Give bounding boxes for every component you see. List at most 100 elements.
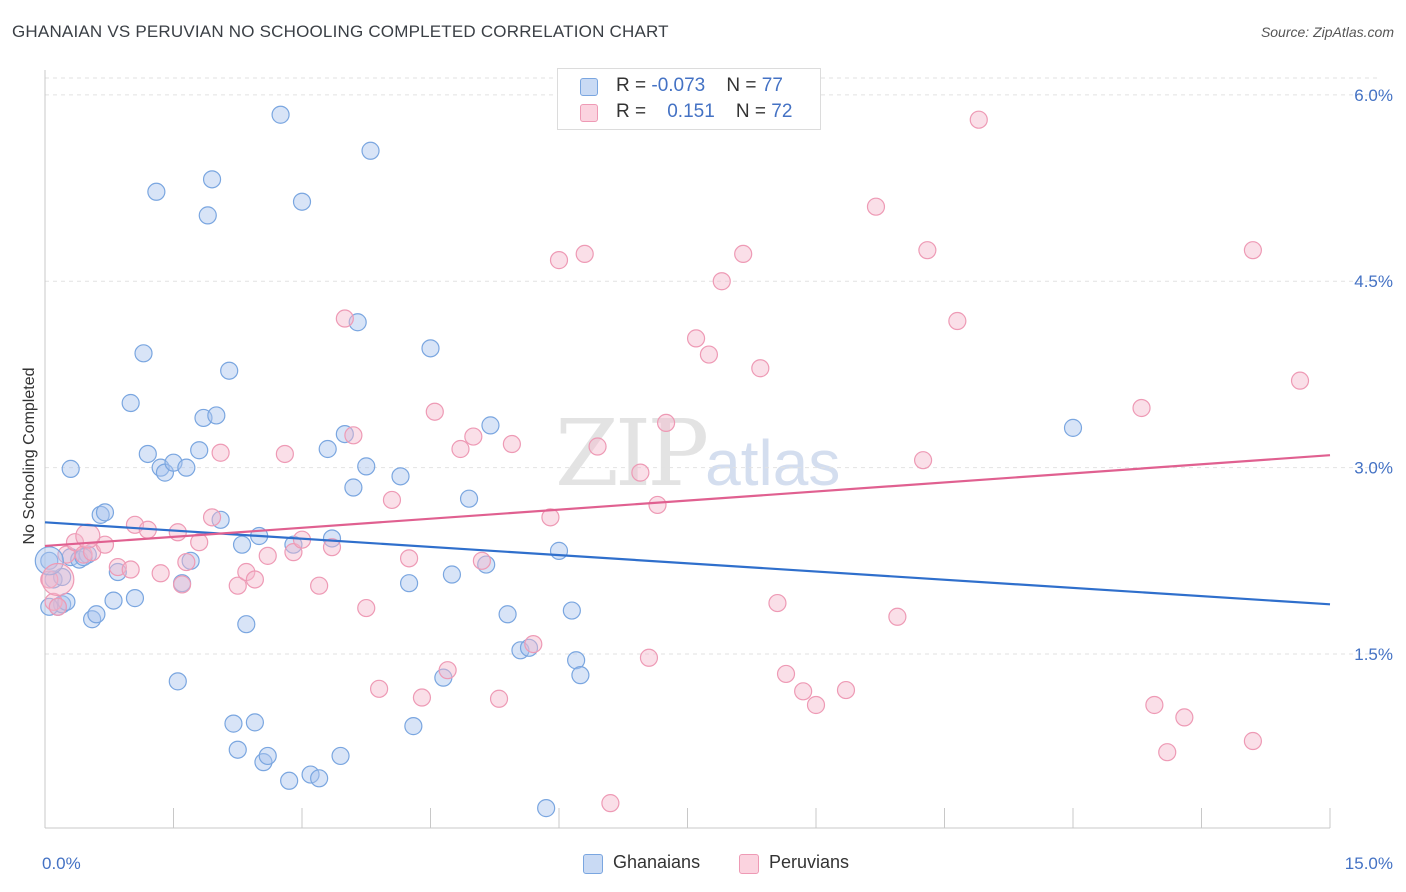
point-ghanaians	[228, 740, 247, 759]
point-peruvians	[370, 679, 389, 698]
point-peruvians	[656, 413, 676, 433]
point-peruvians	[190, 533, 209, 552]
point-ghanaians	[121, 393, 140, 413]
point-ghanaians	[271, 105, 290, 124]
point-peruvians	[489, 689, 509, 708]
point-peruvians	[1158, 743, 1177, 762]
axes	[44, 70, 1331, 829]
legend-swatch-peruvians	[580, 104, 598, 122]
point-peruvians	[969, 110, 988, 129]
point-peruvians	[776, 664, 796, 684]
trend-lines	[44, 454, 1331, 606]
point-ghanaians	[399, 574, 419, 593]
point-peruvians	[464, 427, 483, 446]
point-peruvians	[631, 463, 650, 482]
point-ghanaians	[331, 746, 350, 766]
point-ghanaians	[147, 182, 166, 201]
chart-title: GHANAIAN VS PERUVIAN NO SCHOOLING COMPLE…	[12, 22, 669, 41]
point-ghanaians	[125, 589, 145, 608]
point-ghanaians	[284, 535, 303, 554]
point-ghanaians	[404, 717, 423, 736]
point-peruvians	[412, 688, 432, 707]
point-peruvians	[918, 241, 937, 260]
y-tick-label: 3.0%	[1354, 459, 1393, 478]
point-cluster-ghanaians	[34, 546, 64, 576]
point-peruvians	[794, 682, 813, 701]
point-ghanaians	[190, 441, 209, 460]
point-peruvians	[601, 794, 620, 813]
point-ghanaians	[562, 601, 581, 620]
legend-n-label: N =	[735, 101, 772, 122]
point-peruvians	[648, 495, 667, 515]
point-ghanaians	[421, 339, 440, 358]
y-tick-label: 6.0%	[1354, 86, 1393, 105]
point-ghanaians	[220, 361, 239, 380]
legend-n-value: 72	[771, 101, 793, 122]
bottom-legend-label-peruvians: Peruvians	[769, 852, 850, 872]
bottom-legend-label-ghanaians: Ghanaians	[613, 852, 701, 872]
y-tick-label: 4.5%	[1354, 272, 1393, 291]
point-ghanaians	[1063, 418, 1083, 437]
legend-n-value: 77	[761, 75, 783, 96]
point-ghanaians	[95, 503, 115, 522]
point-peruvians	[151, 564, 170, 583]
point-peruvians	[399, 549, 419, 568]
point-ghanaians	[134, 344, 153, 363]
point-ghanaians	[258, 746, 277, 766]
point-ghanaians	[232, 535, 252, 554]
bottom-legend-swatch-ghanaians	[583, 854, 603, 874]
point-peruvians	[948, 311, 967, 331]
data-points	[34, 105, 1310, 818]
point-peruvians	[588, 437, 607, 456]
point-peruvians	[751, 359, 770, 378]
legend-n-label: N =	[726, 75, 762, 96]
point-peruvians	[1243, 731, 1263, 751]
point-ghanaians	[571, 666, 590, 685]
legend-r-label: R =	[616, 75, 652, 96]
x-tick-label: 15.0%	[1345, 854, 1393, 873]
point-ghanaians	[224, 714, 243, 733]
point-peruvians	[472, 551, 491, 570]
point-ghanaians	[292, 192, 312, 211]
point-peruvians	[734, 244, 753, 264]
point-peruvians	[541, 508, 560, 527]
point-ghanaians	[207, 406, 226, 425]
legend-r-value: -0.073	[651, 75, 706, 96]
point-ghanaians	[537, 799, 556, 818]
watermark: ZIPatlas	[555, 400, 840, 507]
point-ghanaians	[567, 651, 586, 670]
point-peruvians	[451, 439, 470, 459]
point-peruvians	[172, 575, 192, 594]
point-peruvians	[245, 570, 264, 589]
point-ghanaians	[344, 478, 363, 497]
tick-labels: 1.5% 3.0% 4.5% 6.0% 0.0% 15.0%	[42, 86, 1393, 873]
point-peruvians	[322, 538, 342, 557]
point-peruvians	[836, 680, 856, 700]
point-peruvians	[575, 244, 594, 264]
point-peruvians	[177, 552, 196, 572]
source-credit: Source: ZipAtlas.com	[1260, 24, 1394, 40]
point-ghanaians	[87, 605, 106, 624]
point-ghanaians	[237, 615, 256, 634]
point-peruvians	[425, 402, 444, 421]
point-peruvians	[1243, 241, 1263, 260]
point-ghanaians	[498, 605, 517, 624]
point-peruvians	[121, 560, 140, 579]
point-peruvians	[712, 272, 731, 291]
point-peruvians	[699, 345, 719, 364]
trend-line-ghanaians	[44, 521, 1331, 606]
point-ghanaians	[104, 591, 123, 610]
point-peruvians	[1175, 708, 1194, 727]
point-peruvians	[888, 607, 907, 626]
point-ghanaians	[177, 458, 196, 477]
watermark-atlas: atlas	[705, 427, 841, 499]
point-ghanaians	[245, 713, 264, 732]
point-cluster-peruvians	[41, 562, 75, 597]
point-peruvians	[866, 197, 886, 216]
point-ghanaians	[442, 565, 462, 584]
point-peruvians	[228, 576, 247, 595]
point-peruvians	[768, 593, 787, 613]
point-peruvians	[284, 543, 303, 562]
point-peruvians	[1290, 371, 1310, 390]
